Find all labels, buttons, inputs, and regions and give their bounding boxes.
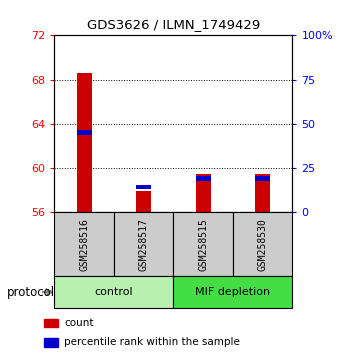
Text: count: count [64,318,94,328]
Text: GSM258517: GSM258517 [139,218,149,271]
Bar [173,276,292,308]
Bar [77,130,91,135]
Bar [54,212,114,276]
Text: GSM258515: GSM258515 [198,218,208,271]
Bar [255,174,270,212]
Text: GSM258516: GSM258516 [79,218,89,271]
Bar [54,276,173,308]
Bar [77,73,91,212]
Bar [173,212,233,276]
Bar [136,192,151,212]
Bar [44,319,58,327]
Text: protocol: protocol [7,286,55,298]
Bar [255,176,270,181]
Text: MIF depletion: MIF depletion [195,287,270,297]
Bar [44,338,58,347]
Bar [196,176,210,181]
Bar [196,174,210,212]
Bar [136,185,151,189]
Bar [114,212,173,276]
Text: percentile rank within the sample: percentile rank within the sample [64,337,240,347]
Bar [233,212,292,276]
Text: control: control [95,287,133,297]
Title: GDS3626 / ILMN_1749429: GDS3626 / ILMN_1749429 [87,18,260,32]
Text: GSM258530: GSM258530 [258,218,268,271]
